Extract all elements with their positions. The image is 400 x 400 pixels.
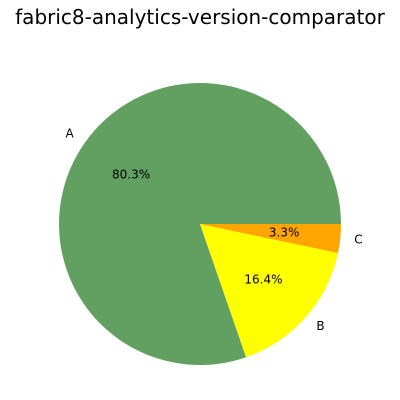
pie-slice-a [58,82,342,365]
pie-percent-label-a: 80.3% [112,167,150,181]
pie-slice-b [200,224,338,358]
pie-slice-c [200,224,341,254]
pie-percent-label-c: 3.3% [269,225,300,239]
pie-slices [58,82,342,365]
pie-category-label-c: C [354,233,362,247]
chart-title: fabric8-analytics-version-comparator [15,5,385,29]
pie-category-label-a: A [65,127,74,141]
pie-labels: A 80.3% B 16.4% C 3.3% [65,127,362,334]
pie-category-label-b: B [316,319,324,333]
pie-percent-label-b: 16.4% [244,272,282,286]
